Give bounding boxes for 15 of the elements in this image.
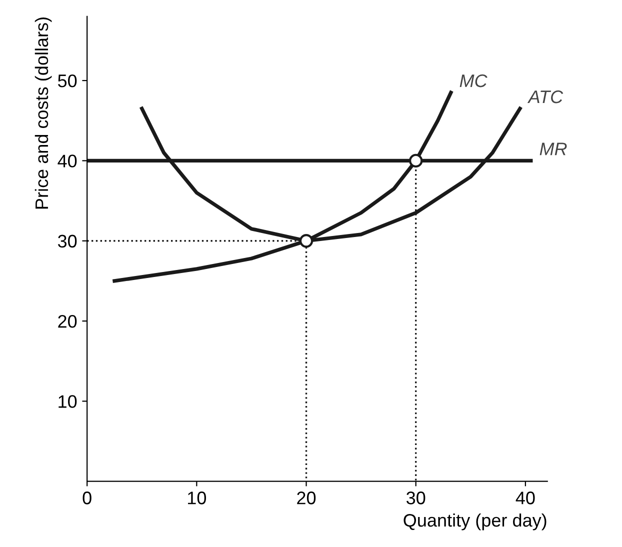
x-tick-label: 30 (406, 492, 426, 504)
y-axis-title: Price and costs (dollars) (34, 18, 52, 209)
x-tick-label: 0 (82, 492, 92, 504)
series-label: ATC (527, 90, 564, 104)
x-axis-title: Quantity (per day) (404, 513, 546, 530)
x-tick-label: 40 (516, 492, 535, 504)
x-tick-label: 20 (297, 492, 316, 504)
y-tick-label: 30 (58, 234, 77, 248)
y-tick-label: 20 (58, 314, 77, 328)
x-tick-label: 10 (188, 492, 206, 504)
series-label: MR (540, 142, 567, 156)
y-tick-label: 10 (58, 395, 77, 408)
y-tick-label: 50 (58, 74, 77, 88)
y-tick-label: 40 (58, 154, 77, 168)
series-label: MC (460, 74, 488, 88)
